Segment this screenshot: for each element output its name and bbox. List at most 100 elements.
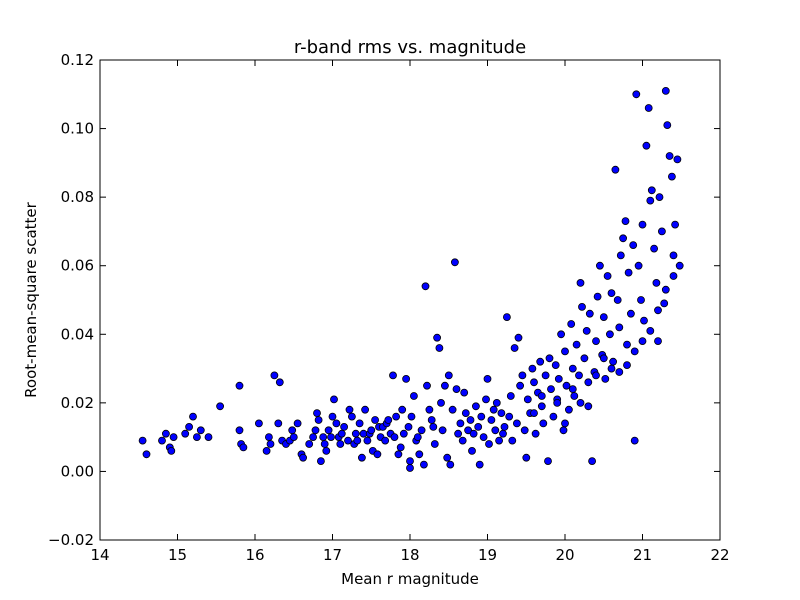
data-point [430,440,439,448]
y-tick-label: 0.00 [61,462,94,480]
data-point [545,354,554,363]
data-point [262,446,271,455]
data-point [274,419,283,428]
y-tick-label: −0.02 [48,531,94,549]
data-point [660,299,669,308]
data-point [483,374,492,383]
data-point [658,227,666,236]
data-point [502,313,511,322]
data-point [609,357,617,366]
data-point [650,244,658,253]
data-point [158,436,166,445]
data-point [553,398,562,407]
data-point [319,433,328,442]
data-point [637,296,645,304]
data-point [305,440,314,448]
data-point [627,309,635,318]
data-point [264,433,273,442]
data-point [367,426,376,435]
data-point [464,426,473,435]
data-point [407,412,416,421]
x-tick-label: 22 [710,546,729,564]
data-point [406,457,414,466]
data-point [606,330,614,339]
data-point [435,344,444,352]
data-point [466,416,475,424]
data-point [644,104,653,112]
data-point [495,436,504,445]
data-point [671,220,679,229]
chart-title: r-band rms vs. magnitude [294,37,526,58]
y-tick-label: 0.08 [61,188,94,206]
data-point [389,371,397,380]
data-point [568,364,577,373]
data-point [437,398,445,407]
data-point [584,378,593,387]
data-point [456,419,465,428]
data-point [492,398,501,407]
data-point [185,422,194,431]
data-point [443,453,452,462]
data-point [438,426,447,435]
y-tick-label: 0.04 [61,325,94,343]
data-point [640,316,648,325]
data-point [615,368,624,376]
data-point [528,364,537,373]
y-tick-label: 0.12 [61,51,94,69]
data-point [419,460,428,469]
data-point [638,337,647,346]
data-point [665,152,674,160]
x-tick-label: 21 [633,546,652,564]
data-point [421,282,430,291]
data-point [539,419,548,428]
data-point [340,422,349,431]
data-point [169,433,178,442]
data-point [611,165,620,174]
data-point [433,333,442,342]
data-point [508,436,517,445]
data-point [337,429,346,438]
data-point [668,172,676,181]
data-point [275,378,284,387]
x-tick-label: 14 [90,546,109,564]
data-point [654,337,662,346]
data-point [603,272,612,280]
data-point [567,320,576,328]
x-tick-label: 18 [400,546,419,564]
data-point [487,416,496,424]
data-point [613,296,622,304]
data-point [646,196,655,205]
data-point [661,285,670,294]
data-point [384,416,393,424]
data-point [309,433,318,442]
data-point [572,340,581,349]
data-point [547,385,555,394]
data-point [576,398,585,407]
data-point [510,344,519,352]
data-point [576,278,585,287]
data-point [444,371,453,380]
data-point [192,433,201,442]
data-point [554,374,563,383]
data-point [530,409,538,418]
data-point [549,412,558,421]
data-point [353,436,362,445]
data-point [461,409,470,418]
data-point [516,381,524,390]
data-point [452,385,461,394]
data-point [584,402,593,411]
data-point [440,381,449,390]
data-point [661,87,670,95]
x-tick-label: 20 [555,546,574,564]
data-point [607,289,616,298]
data-point [652,278,661,287]
data-point [537,402,546,411]
data-point [427,416,436,424]
data-point [357,453,366,462]
data-point [647,186,656,195]
data-point [413,433,422,442]
data-point [557,330,565,339]
plot-frame [99,59,721,541]
data-point [513,419,521,428]
